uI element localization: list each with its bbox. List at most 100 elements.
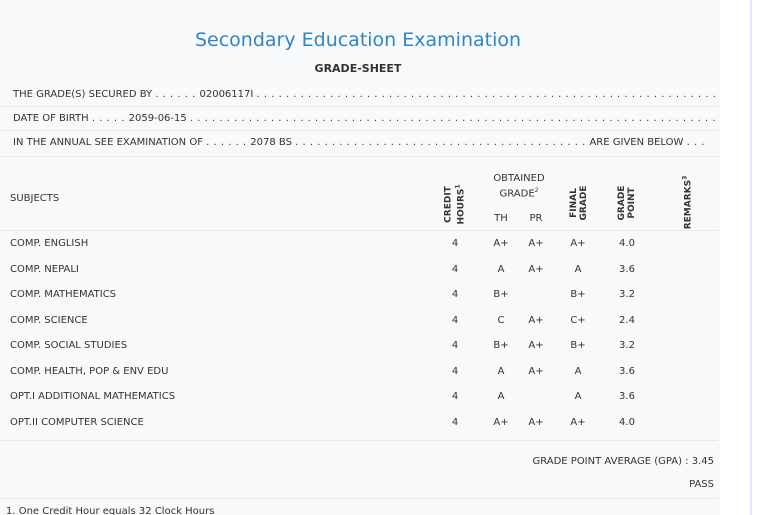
table-row: COMP. HEALTH, POP & ENV EDU 4 A A+ A 3.6 [0,360,718,384]
divider [0,440,718,441]
footnote-marker: 2 [534,187,539,194]
final-grade-cell: B+ [570,289,586,300]
credit-cell: 4 [451,340,459,351]
final-grade-cell: B+ [570,340,586,351]
obtained-grade-line2: GRADE [499,188,535,200]
th-cell: A [497,366,505,377]
credit-cell: 4 [451,264,459,275]
result-status: PASS [689,479,714,490]
credit-cell: 4 [451,315,459,326]
subject-cell: COMP. SOCIAL STUDIES [10,340,128,351]
obtained-grade-header: OBTAINED GRADE2 [486,173,552,200]
grade-point-cell: 3.2 [619,340,635,351]
pr-cell: A+ [528,340,544,351]
table-row: OPT.II COMPUTER SCIENCE 4 A+ A+ A+ 4.0 [0,411,718,435]
subject-cell: OPT.I ADDITIONAL MATHEMATICS [10,391,176,402]
dots: . . . . . . [155,89,200,100]
gpa-value: 3.45 [691,456,714,467]
table-row: COMP. NEPALI 4 A A+ A 3.6 [0,258,718,282]
gpa-label: GRADE POINT AVERAGE (GPA) : [532,456,689,467]
dots: . . . . . [91,113,129,124]
th-cell: B+ [493,289,509,300]
exam-value: 2078 BS [250,137,292,148]
grade-point-line2: POINT [627,187,637,219]
secured-by-value: 02006117I [199,89,254,100]
table-row: COMP. SOCIAL STUDIES 4 B+ A+ B+ 3.2 [0,334,718,358]
page-subtitle: GRADE-SHEET [314,62,402,75]
credit-cell: 4 [451,238,459,249]
pr-cell: A+ [528,417,544,428]
footnote-marker: 1 [454,184,462,189]
grade-point-cell: 3.6 [619,366,635,377]
final-grade-cell: A+ [570,238,586,249]
credit-hours-line2: HOURS [456,188,467,225]
grade-point-cell: 3.6 [619,264,635,275]
grade-sheet: Secondary Education Examination GRADE-SH… [0,29,720,515]
exam-line: IN THE ANNUAL SEE EXAMINATION OF . . . .… [13,137,705,148]
credit-hours-header: CREDIT HOURS1 [444,182,467,228]
th-cell: A+ [493,238,509,249]
final-grade-cell: A [574,366,582,377]
subjects-header: SUBJECTS [10,193,60,204]
dob-value: 2059-06-15 [128,113,187,124]
pr-cell: A+ [528,315,544,326]
footnote-marker: 3 [681,175,689,180]
subject-cell: COMP. HEALTH, POP & ENV EDU [10,366,169,377]
th-cell: A+ [493,417,509,428]
dob-line: DATE OF BIRTH . . . . . 2059-06-15 . . .… [13,113,720,124]
subject-cell: COMP. ENGLISH [10,238,89,249]
grade-point-header: GRADE POINT [617,180,637,226]
th-cell: A [497,264,505,275]
th-header: TH [494,213,508,224]
subject-cell: COMP. SCIENCE [10,315,88,326]
final-grade-cell: C+ [570,315,586,326]
remarks-label: REMARKS [683,179,694,230]
obtained-grade-line1: OBTAINED [493,173,545,184]
dots: . . . . . . . . . . . . . . . . . . . . … [256,89,720,100]
dots: . . . . . . [206,137,251,148]
grade-point-line1: GRADE [617,185,627,221]
th-cell: C [497,315,505,326]
grade-point-cell: 2.4 [619,315,635,326]
divider [0,106,718,107]
final-grade-cell: A [574,391,582,402]
scroll-edge [750,0,752,515]
th-cell: B+ [493,340,509,351]
exam-suffix: ARE GIVEN BELOW [589,137,684,148]
footnote: 1. One Credit Hour equals 32 Clock Hours [6,506,215,515]
divider [0,130,718,131]
grade-point-cell: 4.0 [619,417,635,428]
dots: . . . [686,137,706,148]
final-grade-cell: A+ [570,417,586,428]
subject-cell: OPT.II COMPUTER SCIENCE [10,417,144,428]
grade-point-cell: 3.6 [619,391,635,402]
dots: . . . . . . . . . . . . . . . . . . . . … [189,113,720,124]
divider [0,498,718,499]
secured-by-line: THE GRADE(S) SECURED BY . . . . . . 0200… [13,89,720,100]
table-row: COMP. ENGLISH 4 A+ A+ A+ 4.0 [0,232,718,256]
remarks-header: REMARKS3 [681,173,694,233]
credit-hours-line1: CREDIT [443,186,454,223]
dots: . . . . . . . . . . . . . . . . . . . . … [295,137,590,148]
divider [0,156,718,157]
credit-cell: 4 [451,366,459,377]
final-grade-header: FINAL GRADE [569,180,589,226]
th-cell: A [497,391,505,402]
final-grade-cell: A [574,264,582,275]
final-grade-line2: GRADE [579,185,589,221]
secured-by-label: THE GRADE(S) SECURED BY [13,89,153,100]
page-title: Secondary Education Examination [194,29,522,51]
subject-cell: COMP. MATHEMATICS [10,289,117,300]
exam-label: IN THE ANNUAL SEE EXAMINATION OF [13,137,203,148]
pr-cell: A+ [528,238,544,249]
table-row: COMP. MATHEMATICS 4 B+ B+ 3.2 [0,283,718,307]
gpa-summary: GRADE POINT AVERAGE (GPA) : 3.45 [532,456,714,467]
grade-point-cell: 3.2 [619,289,635,300]
credit-cell: 4 [451,289,459,300]
pr-header: PR [529,213,543,224]
pr-cell: A+ [528,264,544,275]
table-row: COMP. SCIENCE 4 C A+ C+ 2.4 [0,309,718,333]
dob-label: DATE OF BIRTH [13,113,89,124]
divider [0,230,718,231]
credit-cell: 4 [451,391,459,402]
